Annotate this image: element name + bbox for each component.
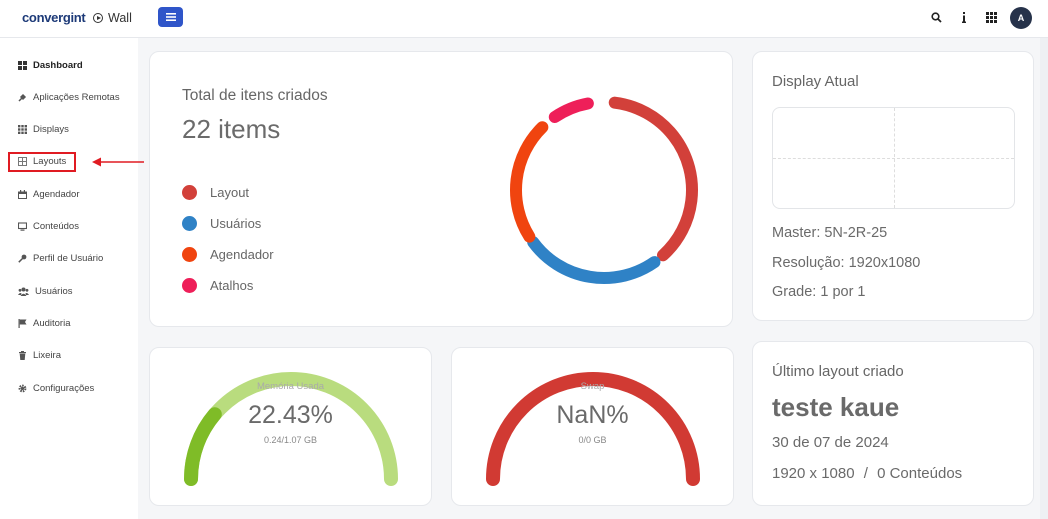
- logo[interactable]: convergint: [22, 10, 86, 25]
- sidebar-item-usuarios[interactable]: Usuários: [18, 283, 73, 299]
- items-donut-chart: [506, 92, 702, 288]
- sidebar-item-label: Lixeira: [33, 349, 61, 361]
- gear-icon: [18, 384, 27, 393]
- monitor-icon: [18, 221, 27, 231]
- last-layout-name[interactable]: teste kaue: [772, 392, 900, 422]
- grid-divider-horizontal: [773, 158, 1014, 159]
- memory-gauge-label: Memória Usada: [256, 381, 325, 392]
- display-grid: Grade: 1 por 1: [772, 284, 866, 300]
- info-button[interactable]: [957, 10, 971, 24]
- grid-icon: [985, 11, 997, 23]
- sidebar-item-perfil-de-usuario[interactable]: Perfil de Usuário: [18, 250, 103, 266]
- last-layout-separator: /: [863, 465, 868, 482]
- sidebar-item-aplicacoes-remotas[interactable]: Aplicações Remotas: [18, 89, 120, 105]
- display-resolution: Resolução: 1920x1080: [772, 255, 921, 271]
- legend-label: Atalhos: [210, 277, 254, 293]
- sidebar-item-configuracoes[interactable]: Configurações: [18, 380, 94, 396]
- info-icon: [962, 11, 966, 23]
- legend-label: Usuários: [210, 215, 262, 231]
- sidebar-item-label: Displays: [33, 123, 69, 135]
- sidebar-item-displays[interactable]: Displays: [18, 121, 69, 137]
- sidebar-item-label: Conteúdos: [33, 220, 79, 232]
- sidebar-item-label: Usuários: [35, 285, 73, 297]
- legend-dot: [182, 246, 197, 262]
- trash-icon: [18, 350, 27, 360]
- top-bar: convergint Wall A: [0, 0, 1048, 38]
- legend-dot: [182, 215, 197, 231]
- apps-grid-button[interactable]: [984, 10, 998, 24]
- last-layout-contents: 0 Conteúdos: [877, 465, 963, 482]
- displays-grid-icon: [18, 124, 27, 134]
- arrow-left-icon: [92, 157, 144, 167]
- app-name: Wall: [93, 11, 132, 25]
- sidebar-item-label: Configurações: [33, 382, 95, 394]
- sidebar-item-agendador[interactable]: Agendador: [18, 186, 79, 202]
- swap-gauge: [486, 372, 700, 486]
- sidebar-item-conteudos[interactable]: Conteúdos: [18, 218, 79, 234]
- memory-gauge-fill: [183, 407, 222, 486]
- legend-label: Layout: [210, 184, 250, 200]
- sidebar-item-auditoria[interactable]: Auditoria: [18, 315, 71, 331]
- swap-gauge-label: Swap: [580, 381, 605, 392]
- legend-item-atalhos[interactable]: Atalhos: [182, 276, 253, 294]
- current-display-title: Display Atual: [772, 73, 859, 90]
- dashboard-icon: [18, 60, 27, 70]
- calendar-icon: [18, 189, 27, 199]
- flag-icon: [18, 318, 27, 328]
- sidebar: [0, 38, 138, 519]
- search-button[interactable]: [929, 10, 943, 24]
- menu-icon: [165, 13, 176, 21]
- display-grid-preview[interactable]: [772, 107, 1015, 209]
- sidebar-item-label: Layouts: [33, 155, 67, 167]
- legend-dot: [182, 184, 197, 200]
- legend-label: Agendador: [210, 246, 274, 262]
- current-display-card: Display Atual Master: 5N-2R-25 Resolução…: [752, 51, 1034, 321]
- donut-segment-agendador[interactable]: [506, 92, 702, 288]
- sidebar-item-lixeira[interactable]: Lixeira: [18, 347, 61, 363]
- display-master: Master: 5N-2R-25: [772, 225, 888, 241]
- sidebar-item-label: Aplicações Remotas: [33, 91, 120, 103]
- menu-toggle-button[interactable]: [158, 7, 183, 27]
- total-items-card: Total de itens criados 22 items Layout U…: [149, 51, 733, 327]
- sidebar-item-layouts[interactable]: Layouts: [18, 153, 66, 169]
- sidebar-item-label: Agendador: [33, 188, 80, 200]
- memory-gauge: [183, 372, 398, 486]
- layout-icon: [18, 156, 27, 166]
- sidebar-item-label: Dashboard: [33, 59, 83, 71]
- sidebar-item-label: Perfil de Usuário: [33, 252, 104, 264]
- swap-usage-card: Swap NaN% 0/0 GB: [451, 347, 734, 506]
- last-layout-card: Último layout criado teste kaue 30 de 07…: [752, 341, 1034, 506]
- last-layout-title: Último layout criado: [772, 363, 904, 380]
- last-layout-resolution: 1920 x 1080: [772, 465, 855, 482]
- sidebar-item-dashboard[interactable]: Dashboard: [18, 57, 83, 73]
- total-items-count: 22 items: [182, 114, 281, 144]
- swap-gauge-value: NaN%: [556, 401, 629, 429]
- legend-item-agendador[interactable]: Agendador: [182, 245, 274, 263]
- users-icon: [18, 287, 29, 296]
- logo-text: convergint: [22, 10, 86, 25]
- memory-gauge-value: 22.43%: [248, 401, 333, 429]
- last-layout-details: 1920 x 1080 / 0 Conteúdos: [772, 465, 962, 482]
- layouts-highlight-box: [8, 152, 76, 172]
- swap-gauge-sub: 0/0 GB: [578, 435, 607, 445]
- total-items-title: Total de itens criados: [182, 87, 328, 104]
- swap-gauge-track: [486, 372, 700, 486]
- key-icon: [18, 254, 27, 263]
- memory-gauge-sub: 0.24/1.07 GB: [263, 435, 318, 445]
- last-layout-date: 30 de 07 de 2024: [772, 434, 889, 451]
- plug-icon: [18, 93, 27, 102]
- search-icon: [930, 11, 942, 23]
- sidebar-item-label: Auditoria: [33, 317, 71, 329]
- avatar[interactable]: A: [1010, 7, 1032, 29]
- donut-segment-usuarios[interactable]: [506, 92, 702, 288]
- donut-segment-layout[interactable]: [506, 92, 702, 288]
- play-icon: [93, 13, 103, 23]
- legend-dot: [182, 277, 197, 293]
- legend-item-usuarios[interactable]: Usuários: [182, 214, 261, 232]
- donut-segment-atalhos[interactable]: [506, 92, 702, 288]
- app-name-label: Wall: [108, 11, 132, 25]
- page-scrollbar[interactable]: [1040, 38, 1048, 519]
- memory-usage-card: Memória Usada 22.43% 0.24/1.07 GB: [149, 347, 432, 506]
- legend-item-layout[interactable]: Layout: [182, 183, 249, 201]
